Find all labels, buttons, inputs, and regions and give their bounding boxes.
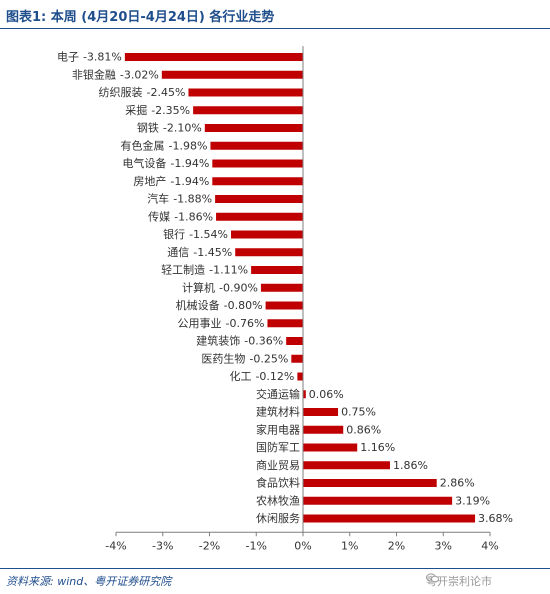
data-label: -1.86% bbox=[174, 210, 213, 223]
bar bbox=[260, 283, 303, 292]
data-label: -0.76% bbox=[226, 317, 265, 330]
bar bbox=[210, 141, 303, 150]
bar bbox=[212, 159, 303, 168]
bar bbox=[188, 88, 303, 97]
bar bbox=[303, 408, 339, 416]
category-label: 通信 bbox=[167, 246, 189, 259]
category-label: 家用电器 bbox=[256, 422, 300, 436]
data-label: -0.36% bbox=[244, 335, 283, 348]
x-tick-label: 3% bbox=[435, 539, 452, 552]
bar bbox=[124, 53, 303, 61]
data-label: -1.45% bbox=[193, 246, 232, 259]
data-label: 1.86% bbox=[393, 459, 428, 472]
data-label: -2.45% bbox=[147, 86, 186, 99]
category-label: 房地产 bbox=[133, 174, 166, 188]
category-label: 银行 bbox=[163, 227, 185, 241]
x-tick-label: -3% bbox=[152, 539, 173, 552]
category-label: 汽车 bbox=[147, 192, 169, 206]
data-label: -2.35% bbox=[151, 104, 190, 117]
bar bbox=[193, 106, 303, 115]
data-label: 1.16% bbox=[360, 441, 395, 454]
category-label: 化工 bbox=[229, 369, 251, 383]
x-tick-label: 1% bbox=[341, 539, 358, 552]
category-label: 传媒 bbox=[148, 210, 170, 223]
category-label: 建筑材料 bbox=[256, 405, 300, 419]
bar bbox=[235, 248, 303, 257]
x-tick-label: 4% bbox=[481, 539, 498, 552]
data-label: -1.11% bbox=[209, 264, 248, 277]
x-tick-label: -1% bbox=[246, 539, 267, 552]
data-label: 2.86% bbox=[440, 477, 475, 490]
category-label: 有色金属 bbox=[121, 138, 165, 152]
bar bbox=[303, 514, 476, 523]
bar bbox=[303, 461, 390, 470]
bar bbox=[215, 195, 303, 203]
category-label: 轻工制造 bbox=[161, 263, 205, 277]
category-label: 纺织服装 bbox=[99, 85, 143, 99]
data-label: -0.80% bbox=[224, 299, 263, 312]
bar bbox=[251, 266, 303, 274]
bar bbox=[204, 124, 303, 132]
category-label: 电气设备 bbox=[122, 156, 166, 170]
category-label: 农林牧渔 bbox=[256, 493, 300, 507]
data-label: -0.90% bbox=[219, 281, 258, 294]
footer-rule bbox=[0, 568, 550, 569]
data-label: -1.54% bbox=[189, 228, 228, 241]
bar bbox=[161, 70, 303, 79]
category-label: 公用事业 bbox=[178, 317, 222, 330]
category-label: 医药生物 bbox=[201, 351, 245, 365]
bar bbox=[212, 177, 303, 186]
data-label: 0.06% bbox=[309, 388, 344, 401]
bar bbox=[303, 443, 358, 452]
category-label: 食品饮料 bbox=[256, 476, 300, 490]
data-label: -1.94% bbox=[170, 175, 209, 188]
category-label: 非银金融 bbox=[72, 67, 116, 81]
title-rule bbox=[0, 28, 550, 29]
x-tick-label: -4% bbox=[105, 539, 126, 552]
category-label: 交通运输 bbox=[256, 387, 300, 401]
bar bbox=[303, 390, 306, 399]
category-label: 国防军工 bbox=[256, 440, 300, 454]
bar bbox=[265, 301, 303, 310]
x-tick-label: 0% bbox=[294, 539, 311, 552]
data-label: -0.25% bbox=[249, 352, 288, 365]
category-label: 机械设备 bbox=[176, 298, 220, 312]
category-label: 钢铁 bbox=[137, 122, 159, 135]
x-tick-label: 2% bbox=[388, 539, 405, 552]
category-label: 电子 bbox=[57, 51, 79, 64]
category-label: 计算机 bbox=[182, 280, 215, 294]
data-label: -1.98% bbox=[169, 139, 208, 152]
bar bbox=[231, 230, 303, 239]
data-label: 3.19% bbox=[455, 494, 490, 507]
data-label: 0.75% bbox=[341, 406, 376, 419]
category-label: 休闲服务 bbox=[256, 511, 300, 525]
watermark: 粤开崇利论市 bbox=[426, 573, 492, 589]
data-label: -3.81% bbox=[83, 51, 122, 64]
data-label: -1.88% bbox=[173, 193, 212, 206]
data-label: 3.68% bbox=[478, 512, 513, 525]
category-label: 采掘 bbox=[125, 103, 147, 117]
bar bbox=[303, 425, 344, 434]
bar bbox=[267, 319, 303, 328]
bar bbox=[297, 372, 303, 381]
bar bbox=[303, 496, 453, 505]
watermark-text: 粤开崇利论市 bbox=[426, 575, 492, 588]
bar bbox=[291, 354, 303, 363]
data-label: -1.94% bbox=[170, 157, 209, 170]
data-label: -3.02% bbox=[120, 68, 159, 81]
bar bbox=[286, 337, 303, 345]
data-label: 0.86% bbox=[346, 423, 381, 436]
data-label: -0.12% bbox=[255, 370, 294, 383]
source-note: 资料来源: wind、粤开证券研究院 bbox=[6, 575, 172, 588]
category-label: 商业贸易 bbox=[256, 458, 300, 472]
category-label: 建筑装饰 bbox=[196, 334, 240, 348]
bar bbox=[216, 212, 303, 221]
chat-bubble-icon bbox=[426, 573, 439, 583]
data-label: -2.10% bbox=[163, 122, 202, 135]
bar bbox=[303, 479, 437, 487]
x-tick-label: -2% bbox=[199, 539, 220, 552]
chart-title: 图表1: 本周 (4月20日-4月24日) 各行业走势 bbox=[6, 10, 275, 25]
